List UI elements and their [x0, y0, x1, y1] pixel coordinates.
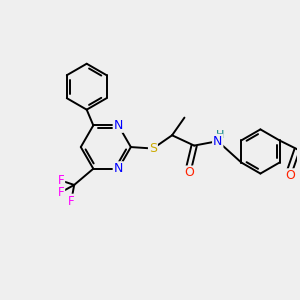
Text: O: O: [184, 167, 194, 179]
Text: O: O: [285, 169, 295, 182]
Text: F: F: [58, 186, 64, 199]
Text: N: N: [213, 135, 222, 148]
Text: H: H: [216, 130, 224, 140]
Text: F: F: [58, 174, 64, 187]
Text: F: F: [68, 195, 74, 208]
Text: N: N: [114, 119, 123, 132]
Text: N: N: [114, 162, 123, 175]
Text: S: S: [149, 142, 157, 155]
